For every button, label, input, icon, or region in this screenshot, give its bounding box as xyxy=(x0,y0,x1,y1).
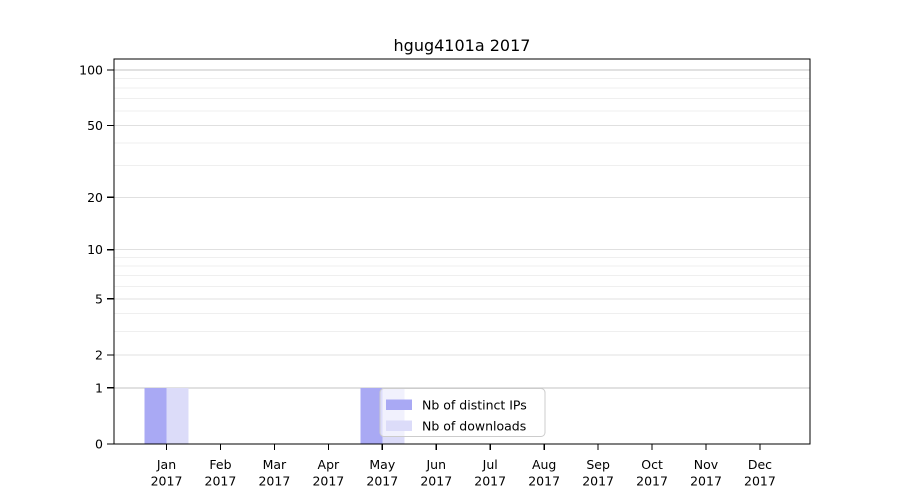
x-tick-year-label: 2017 xyxy=(474,474,506,489)
x-tick-year-label: 2017 xyxy=(528,474,560,489)
x-tick-year-label: 2017 xyxy=(744,474,776,489)
legend-label: Nb of downloads xyxy=(422,419,526,434)
x-tick-year-label: 2017 xyxy=(151,474,183,489)
x-tick-month-label: Jul xyxy=(482,457,498,472)
x-tick-month-label: Mar xyxy=(263,457,287,472)
plot-border xyxy=(113,58,811,445)
y-tick-label: 100 xyxy=(79,63,103,78)
x-tick-year-label: 2017 xyxy=(205,474,237,489)
x-tick-month-label: Jan xyxy=(156,457,176,472)
y-tick-label: 1 xyxy=(95,380,103,395)
bar xyxy=(166,387,189,444)
bar xyxy=(360,387,383,444)
x-tick-year-label: 2017 xyxy=(420,474,452,489)
x-tick-month-label: Feb xyxy=(209,457,231,472)
x-tick-month-label: Nov xyxy=(694,457,719,472)
x-tick-year-label: 2017 xyxy=(366,474,398,489)
x-tick-month-label: May xyxy=(369,457,395,472)
x-tick-year-label: 2017 xyxy=(582,474,614,489)
legend-box xyxy=(379,388,546,437)
x-tick-month-label: Oct xyxy=(641,457,663,472)
x-tick-month-label: Dec xyxy=(748,457,772,472)
y-tick-label: 20 xyxy=(87,190,103,205)
x-tick-year-label: 2017 xyxy=(690,474,722,489)
legend-swatch xyxy=(386,420,412,431)
y-tick-label: 10 xyxy=(87,242,103,257)
x-tick-month-label: Sep xyxy=(586,457,610,472)
x-tick-year-label: 2017 xyxy=(258,474,290,489)
x-tick-year-label: 2017 xyxy=(636,474,668,489)
y-tick-label: 5 xyxy=(95,291,103,306)
y-tick-label: 2 xyxy=(95,347,103,362)
x-tick-month-label: Jun xyxy=(425,457,446,472)
x-tick-month-label: Apr xyxy=(318,457,340,472)
x-tick-year-label: 2017 xyxy=(312,474,344,489)
y-tick-label: 50 xyxy=(87,118,103,133)
x-tick-month-label: Aug xyxy=(532,457,556,472)
y-tick-label: 0 xyxy=(95,437,103,452)
legend-swatch xyxy=(386,399,412,410)
bar xyxy=(144,387,167,444)
legend-label: Nb of distinct IPs xyxy=(422,398,527,413)
